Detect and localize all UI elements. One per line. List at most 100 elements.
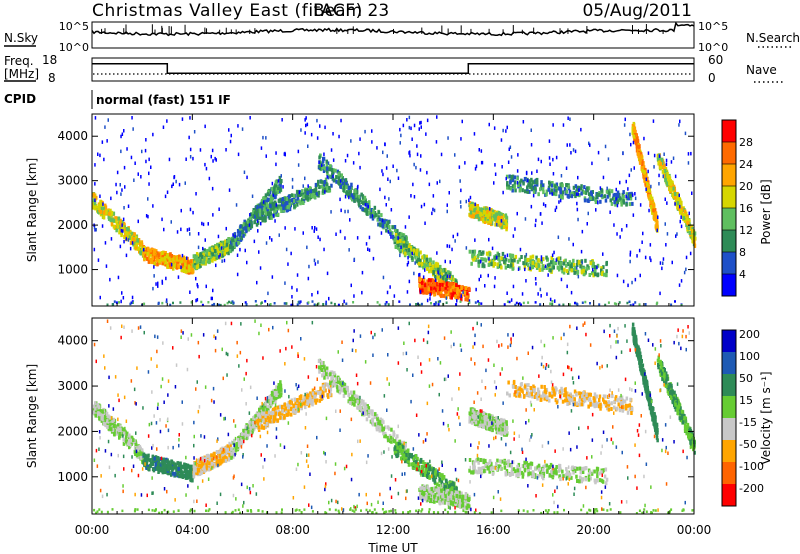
noise-echo-mark: [93, 225, 96, 230]
echo-mark: [168, 252, 172, 257]
noise-echo-mark: [516, 211, 518, 216]
noise-echo-mark: [189, 155, 192, 159]
ground-echo-mark: [503, 303, 506, 306]
ground-echo-mark: [430, 302, 432, 305]
ground-echo-mark: [384, 302, 387, 306]
echo-mark: [106, 419, 109, 424]
echo-mark: [170, 254, 174, 258]
echo-mark: [470, 261, 473, 266]
echo-mark: [426, 266, 429, 271]
noise-echo-mark: [426, 170, 428, 175]
colorbar-segment: [722, 252, 736, 274]
noise-echo-mark: [629, 253, 631, 257]
noise-echo-mark: [469, 195, 472, 200]
echo-mark: [546, 263, 550, 268]
echo-mark: [119, 218, 122, 223]
noise-echo-mark: [507, 160, 510, 164]
echo-mark: [218, 244, 221, 248]
echo-mark: [220, 243, 223, 248]
echo-mark: [211, 252, 214, 257]
echo-mark: [165, 459, 168, 464]
echo-mark: [443, 276, 447, 281]
echo-mark: [431, 279, 435, 284]
noise-echo-mark: [530, 143, 533, 147]
echo-mark: [149, 257, 153, 262]
echo-mark: [264, 211, 267, 216]
echo-mark: [335, 179, 338, 184]
echo-mark: [108, 415, 112, 420]
echo-mark: [616, 200, 620, 205]
noise-echo-mark: [413, 195, 416, 199]
echo-mark: [210, 247, 214, 252]
noise-echo-mark: [629, 132, 631, 137]
noise-echo-mark: [465, 199, 467, 204]
noise-echo-mark: [314, 262, 317, 266]
echo-mark: [474, 214, 477, 219]
echo-mark: [484, 258, 488, 263]
echo-mark: [189, 472, 193, 476]
echo-mark: [244, 222, 247, 227]
echo-mark: [341, 185, 344, 190]
echo-mark: [469, 210, 473, 215]
noise-echo-mark: [119, 183, 121, 187]
echo-mark: [529, 184, 532, 189]
ground-echo-mark: [558, 303, 561, 307]
echo-mark: [413, 251, 416, 256]
echo-mark: [671, 192, 674, 197]
echo-mark: [676, 205, 679, 210]
echo-mark: [529, 265, 533, 270]
echo-mark: [635, 144, 639, 149]
echo-mark: [457, 295, 460, 300]
noise-echo-mark: [629, 259, 631, 264]
echo-mark: [300, 197, 304, 202]
echo-mark: [419, 278, 422, 283]
echo-mark: [530, 177, 533, 182]
echo-mark: [466, 297, 470, 302]
noise-echo-mark: [465, 246, 468, 250]
noise-echo-mark: [431, 211, 433, 216]
echo-mark: [476, 214, 480, 219]
echo-mark: [121, 432, 124, 437]
echo-mark: [328, 167, 331, 172]
echo-mark: [160, 257, 163, 262]
echo-mark: [444, 271, 447, 276]
echo-mark: [614, 202, 617, 207]
ground-echo-mark: [207, 301, 210, 304]
echo-mark: [542, 257, 545, 262]
echo-mark: [449, 288, 453, 293]
noise-echo-mark: [406, 118, 408, 122]
noise-echo-mark: [565, 166, 568, 170]
echo-mark: [215, 450, 219, 454]
noise-echo-mark: [318, 160, 320, 164]
noise-echo-mark: [449, 260, 451, 264]
ground-echo-mark: [231, 300, 234, 303]
echo-mark: [548, 265, 551, 270]
echo-mark: [500, 225, 503, 230]
echo-mark: [321, 189, 325, 194]
echo-mark: [338, 175, 341, 180]
echo-mark: [187, 464, 190, 469]
noise-echo-mark: [597, 200, 599, 205]
noise-echo-mark: [609, 210, 611, 214]
echo-mark: [92, 205, 96, 210]
noise-echo-mark: [464, 161, 466, 165]
echo-mark: [172, 466, 175, 471]
noise-echo-mark: [367, 204, 369, 209]
echo-mark: [94, 204, 98, 209]
noise-echo-mark: [367, 247, 369, 251]
echo-mark: [421, 255, 424, 260]
noise-echo-mark: [361, 290, 363, 295]
echo-mark: [110, 218, 114, 223]
noise-echo-mark: [649, 243, 652, 247]
echo-mark: [221, 250, 224, 255]
noise-echo-mark: [145, 214, 148, 218]
noise-echo-mark: [94, 116, 97, 120]
ground-echo-mark: [589, 302, 591, 305]
echo-mark: [568, 266, 571, 271]
echo-mark: [149, 248, 152, 253]
noise-echo-mark: [170, 220, 172, 224]
echo-mark: [473, 249, 477, 254]
noise-echo-mark: [555, 258, 558, 262]
echo-mark: [100, 210, 103, 214]
